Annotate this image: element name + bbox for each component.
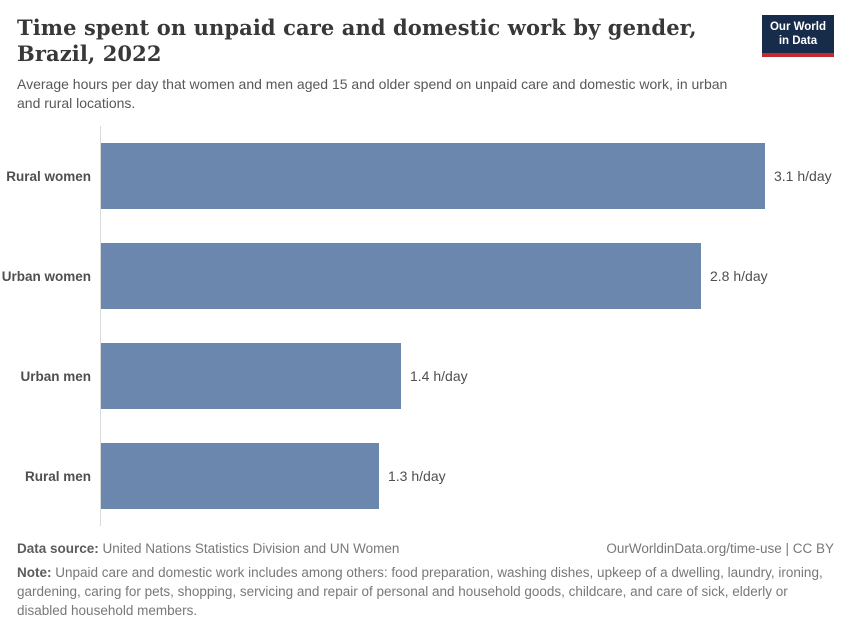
- chart-title: Time spent on unpaid care and domestic w…: [17, 15, 697, 67]
- bar-row: 1.3 h/day: [101, 426, 834, 526]
- bar-rural-women: [101, 143, 765, 210]
- value-label-rural-women: 3.1 h/day: [774, 168, 832, 185]
- data-source-text: United Nations Statistics Division and U…: [98, 541, 400, 557]
- plot-area: 3.1 h/day 2.8 h/day 1.4 h/day 1.3 h/day: [100, 126, 834, 527]
- category-label-urban-men: Urban men: [20, 368, 91, 384]
- bar-row: 3.1 h/day: [101, 126, 834, 226]
- bar-chart: Rural women Urban women Urban men Rural …: [2, 126, 834, 527]
- note-text: Unpaid care and domestic work includes a…: [17, 565, 823, 619]
- chart-footer: Data source: United Nations Statistics D…: [17, 541, 834, 620]
- bar-row: 1.4 h/day: [101, 326, 834, 426]
- value-label-rural-men: 1.3 h/day: [388, 468, 446, 485]
- value-label-urban-men: 1.4 h/day: [410, 368, 468, 385]
- chart-note: Note: Unpaid care and domestic work incl…: [17, 563, 834, 620]
- chart-page: Time spent on unpaid care and domestic w…: [2, 15, 834, 618]
- category-label-rural-men: Rural men: [24, 468, 91, 484]
- source-line: Data source: United Nations Statistics D…: [17, 541, 834, 556]
- attribution-link[interactable]: OurWorldinData.org/time-use | CC BY: [606, 541, 834, 557]
- owid-logo: Our World in Data: [761, 15, 834, 57]
- data-source-label: Data source:: [17, 541, 99, 557]
- bar-urban-men: [101, 343, 401, 410]
- header-text-block: Time spent on unpaid care and domestic w…: [17, 15, 750, 113]
- owid-logo-line2: in Data: [778, 35, 818, 48]
- value-label-urban-women: 2.8 h/day: [710, 268, 768, 285]
- data-source: Data source: United Nations Statistics D…: [17, 541, 399, 556]
- chart-subtitle: Average hours per day that women and men…: [17, 75, 728, 111]
- category-axis: Rural women Urban women Urban men Rural …: [2, 126, 100, 526]
- category-label-urban-women: Urban women: [1, 268, 91, 284]
- category-label-rural-women: Rural women: [6, 168, 91, 184]
- chart-header: Time spent on unpaid care and domestic w…: [17, 15, 834, 113]
- bar-urban-women: [101, 243, 701, 310]
- owid-logo-line1: Our World: [769, 21, 826, 33]
- note-label: Note:: [17, 565, 52, 581]
- bar-rural-men: [101, 443, 379, 510]
- bar-row: 2.8 h/day: [101, 226, 834, 326]
